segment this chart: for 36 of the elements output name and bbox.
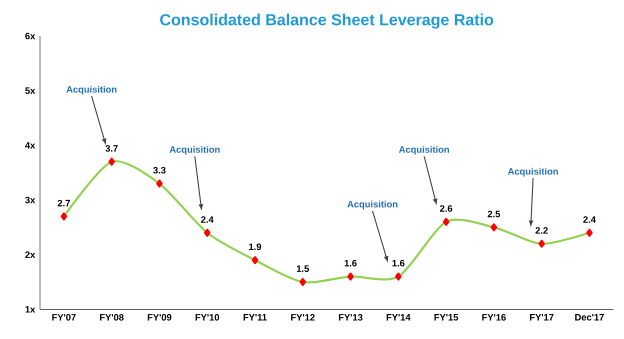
x-tick-label: FY'12 — [291, 314, 315, 321]
y-tick-label: 2x — [25, 252, 36, 258]
x-tick-label: FY'10 — [196, 314, 220, 321]
y-tick-label: 6x — [25, 32, 36, 40]
x-tick-label: FY'15 — [434, 314, 458, 321]
x-tick-label: Dec'17 — [575, 314, 604, 321]
data-label: 2.7 — [58, 200, 70, 207]
data-label: 1.6 — [392, 260, 404, 267]
x-tick-label: FY'09 — [148, 314, 172, 321]
annotation: Acquisition — [66, 86, 116, 95]
data-label: 1.5 — [296, 266, 310, 272]
x-tick-label: FY'14 — [386, 314, 411, 321]
data-label: 2.2 — [535, 227, 548, 234]
data-label: 2.4 — [201, 216, 214, 223]
y-tick-label: 3x — [25, 196, 36, 204]
data-label: 2.5 — [488, 210, 500, 218]
y-tick-label: 4x — [25, 142, 36, 149]
x-tick-label: FY'08 — [100, 314, 124, 321]
annotation: Acquisition — [170, 146, 220, 155]
annotation: Acquisition — [398, 146, 449, 155]
x-tick-label: FY'13 — [338, 314, 362, 321]
x-tick-label: FY'16 — [482, 314, 506, 321]
y-tick-label: 5x — [25, 88, 36, 94]
data-label: 3.3 — [153, 167, 166, 174]
x-tick-label: FY'11 — [244, 314, 267, 321]
data-label: 2.4 — [583, 216, 596, 223]
y-tick-label: 1x — [26, 306, 36, 313]
annotation: Acquisition — [508, 168, 558, 177]
annotation: Acquisition — [347, 200, 398, 210]
x-tick-label: FY'07 — [52, 314, 76, 321]
chart-title: Consolidated Balance Sheet Leverage Ratio — [160, 14, 494, 29]
data-label: 2.6 — [440, 205, 452, 212]
data-label: 3.7 — [105, 145, 118, 152]
data-label: 1.9 — [249, 244, 262, 250]
x-tick-label: FY'17 — [530, 314, 554, 321]
data-label: 1.6 — [344, 260, 357, 267]
